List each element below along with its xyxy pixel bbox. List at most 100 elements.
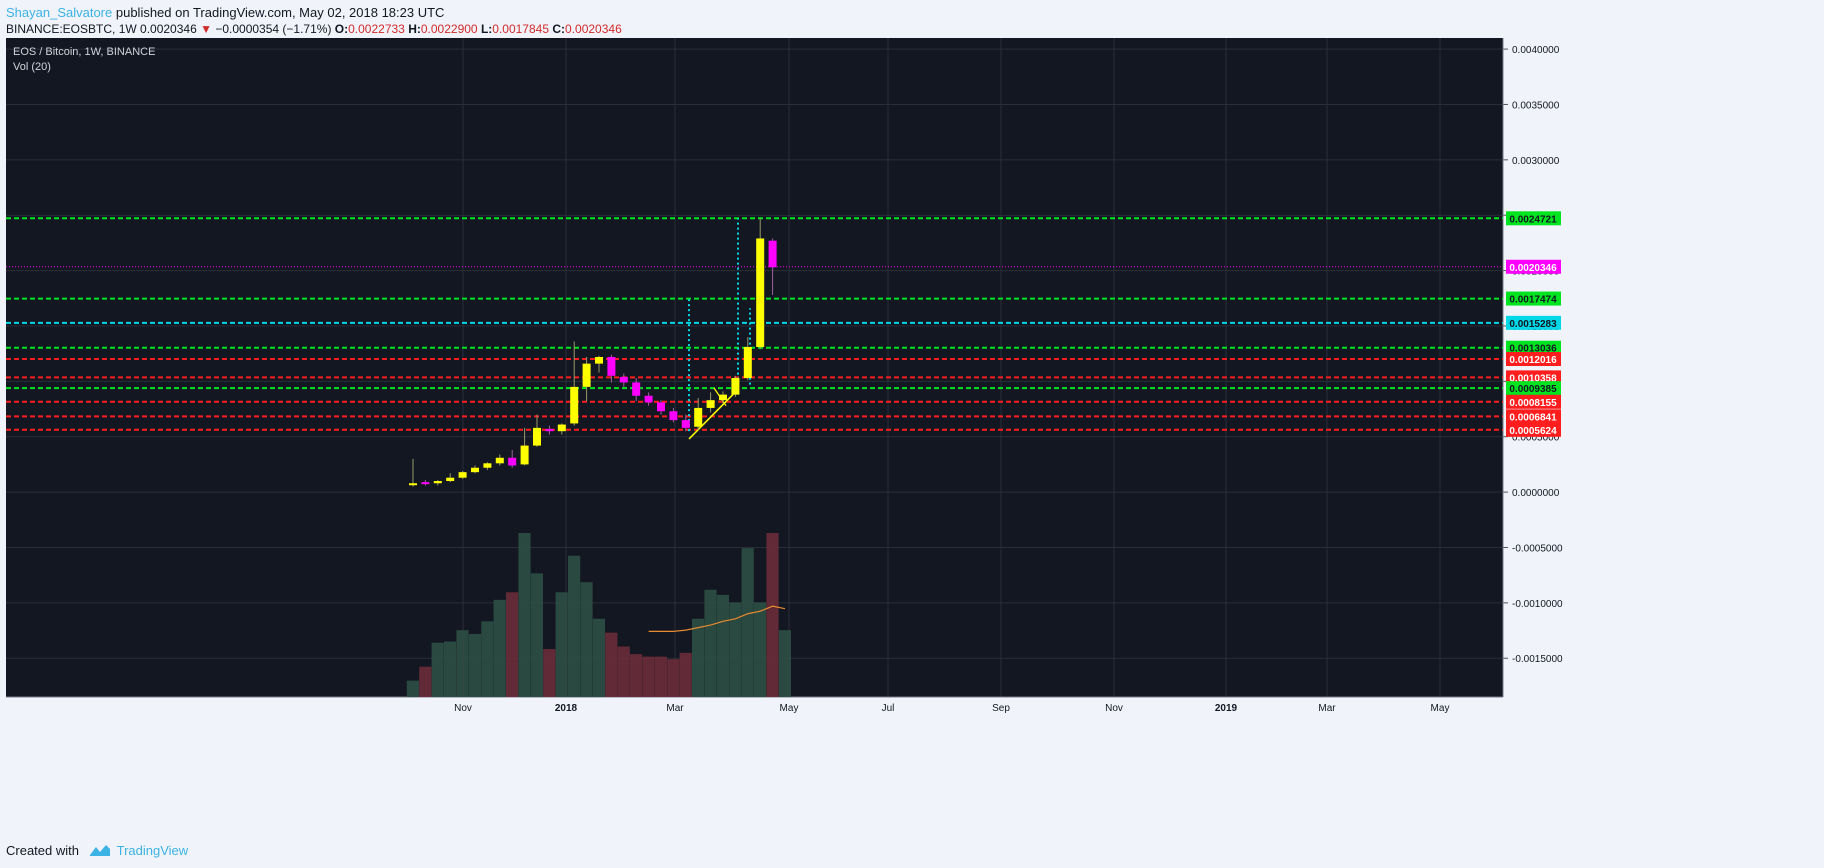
candle-body [756, 238, 765, 348]
candle-body [433, 481, 442, 484]
level-price-label: 0.0024721 [1509, 214, 1557, 225]
volume-bar [530, 573, 543, 697]
level-price-tag [1506, 422, 1561, 437]
volume-bar [506, 592, 519, 697]
level-price-label: 0.0013036 [1509, 344, 1557, 355]
volume-bar [679, 652, 692, 697]
candle-body [545, 428, 554, 432]
candle-body [471, 467, 479, 473]
high-label: H: [408, 22, 421, 36]
low-label: L: [480, 22, 493, 36]
open-label: O: [334, 22, 349, 36]
level-price-label: 0.0006841 [1509, 412, 1557, 423]
x-tick-label: 2018 [555, 703, 578, 714]
volume-bar [766, 533, 779, 697]
candle-body [483, 463, 492, 468]
candle-body [508, 457, 517, 466]
trend-line [688, 391, 736, 440]
last-price: 0.0020346 [140, 22, 197, 36]
candle-body [632, 382, 641, 396]
y-tick-label: -0.0015000 [1512, 654, 1563, 665]
candle-body [694, 407, 703, 427]
open-value: 0.0022733 [348, 22, 405, 36]
volume-bar [555, 592, 568, 697]
volume-bar [419, 666, 432, 697]
volume-bar [617, 646, 630, 697]
volume-bar [605, 632, 618, 697]
volume-bar [568, 555, 581, 697]
tradingview-link[interactable]: TradingView [116, 843, 189, 858]
x-tick-label: May [780, 703, 799, 714]
volume-bar [654, 656, 667, 697]
volume-bar [444, 641, 457, 697]
candle-body [768, 240, 777, 268]
level-price-tag [1506, 291, 1561, 306]
level-price-tag [1506, 259, 1561, 274]
volume-bar [729, 602, 742, 697]
volume-bar [518, 533, 531, 697]
level-price-tag [1506, 409, 1561, 424]
tradingview-logo-icon[interactable] [89, 843, 111, 861]
symbol-ohlc-bar: BINANCE:EOSBTC, 1W 0.0020346 ▼ −0.000035… [6, 22, 622, 37]
footer: Created with TradingView [6, 842, 188, 861]
volume-bar [754, 602, 767, 697]
volume-bar [630, 654, 643, 697]
level-price-label: 0.0012016 [1509, 355, 1557, 366]
y-tick-label: 0.0005000 [1512, 433, 1560, 444]
level-price-tag [1506, 315, 1561, 330]
publish-text: published on TradingView.com, May 02, 20… [112, 5, 445, 20]
y-tick-label: -0.0005000 [1512, 543, 1563, 554]
candle-body [669, 411, 678, 421]
level-price-tag [1506, 340, 1561, 355]
level-price-label: 0.0010358 [1509, 373, 1557, 384]
created-with-text: Created with [6, 843, 79, 858]
candle-body [495, 457, 504, 464]
volume-bar [592, 618, 605, 697]
high-value: 0.0022900 [420, 22, 478, 36]
level-price-label: 0.0008155 [1509, 398, 1557, 409]
candle-body [619, 376, 628, 383]
volume-bar [481, 621, 494, 697]
volume-bar [778, 630, 791, 697]
author-link[interactable]: Shayan_Salvatore [6, 5, 113, 20]
candle-body [719, 394, 727, 401]
publish-info: Shayan_Salvatore published on TradingVie… [6, 4, 444, 21]
volume-bar [716, 594, 729, 697]
level-price-label: 0.0009385 [1509, 384, 1557, 395]
y-tick-label: 0.0000000 [1512, 488, 1560, 499]
down-arrow-icon: ▼ [200, 22, 212, 36]
x-tick-label: Mar [1318, 703, 1336, 714]
level-price-label: 0.0005624 [1509, 426, 1557, 437]
chart-pane [6, 38, 1503, 697]
candle-body [644, 395, 653, 403]
volume-bar [493, 599, 506, 697]
volume-bar [741, 548, 754, 697]
x-tick-label: Nov [454, 703, 472, 714]
y-tick-label: 0.0035000 [1512, 100, 1560, 111]
volume-indicator-label: Vol (20) [13, 61, 51, 73]
candle-body [557, 424, 566, 432]
candle-body [446, 477, 455, 482]
close-value: 0.0020346 [565, 22, 622, 36]
candle-body [520, 445, 529, 465]
volume-bar [543, 649, 556, 697]
x-tick-label: May [1431, 703, 1450, 714]
candle-body [595, 356, 603, 364]
y-tick-label: 0.0040000 [1512, 45, 1560, 56]
candle-body [533, 427, 541, 446]
chart-title: EOS / Bitcoin, 1W, BINANCE [13, 46, 155, 58]
candle-body [409, 483, 417, 486]
candle-body [731, 378, 740, 395]
candle-body [421, 482, 430, 485]
volume-bar [580, 582, 593, 697]
x-tick-label: Mar [666, 703, 684, 714]
volume-bar [468, 633, 481, 697]
level-price-tag [1506, 381, 1561, 396]
x-tick-label: Nov [1105, 703, 1123, 714]
x-tick-label: Sep [992, 703, 1010, 714]
candle-body [681, 420, 690, 428]
candle-body [743, 347, 752, 379]
level-price-label: 0.0017474 [1509, 295, 1557, 306]
x-tick-label: Jul [882, 703, 895, 714]
